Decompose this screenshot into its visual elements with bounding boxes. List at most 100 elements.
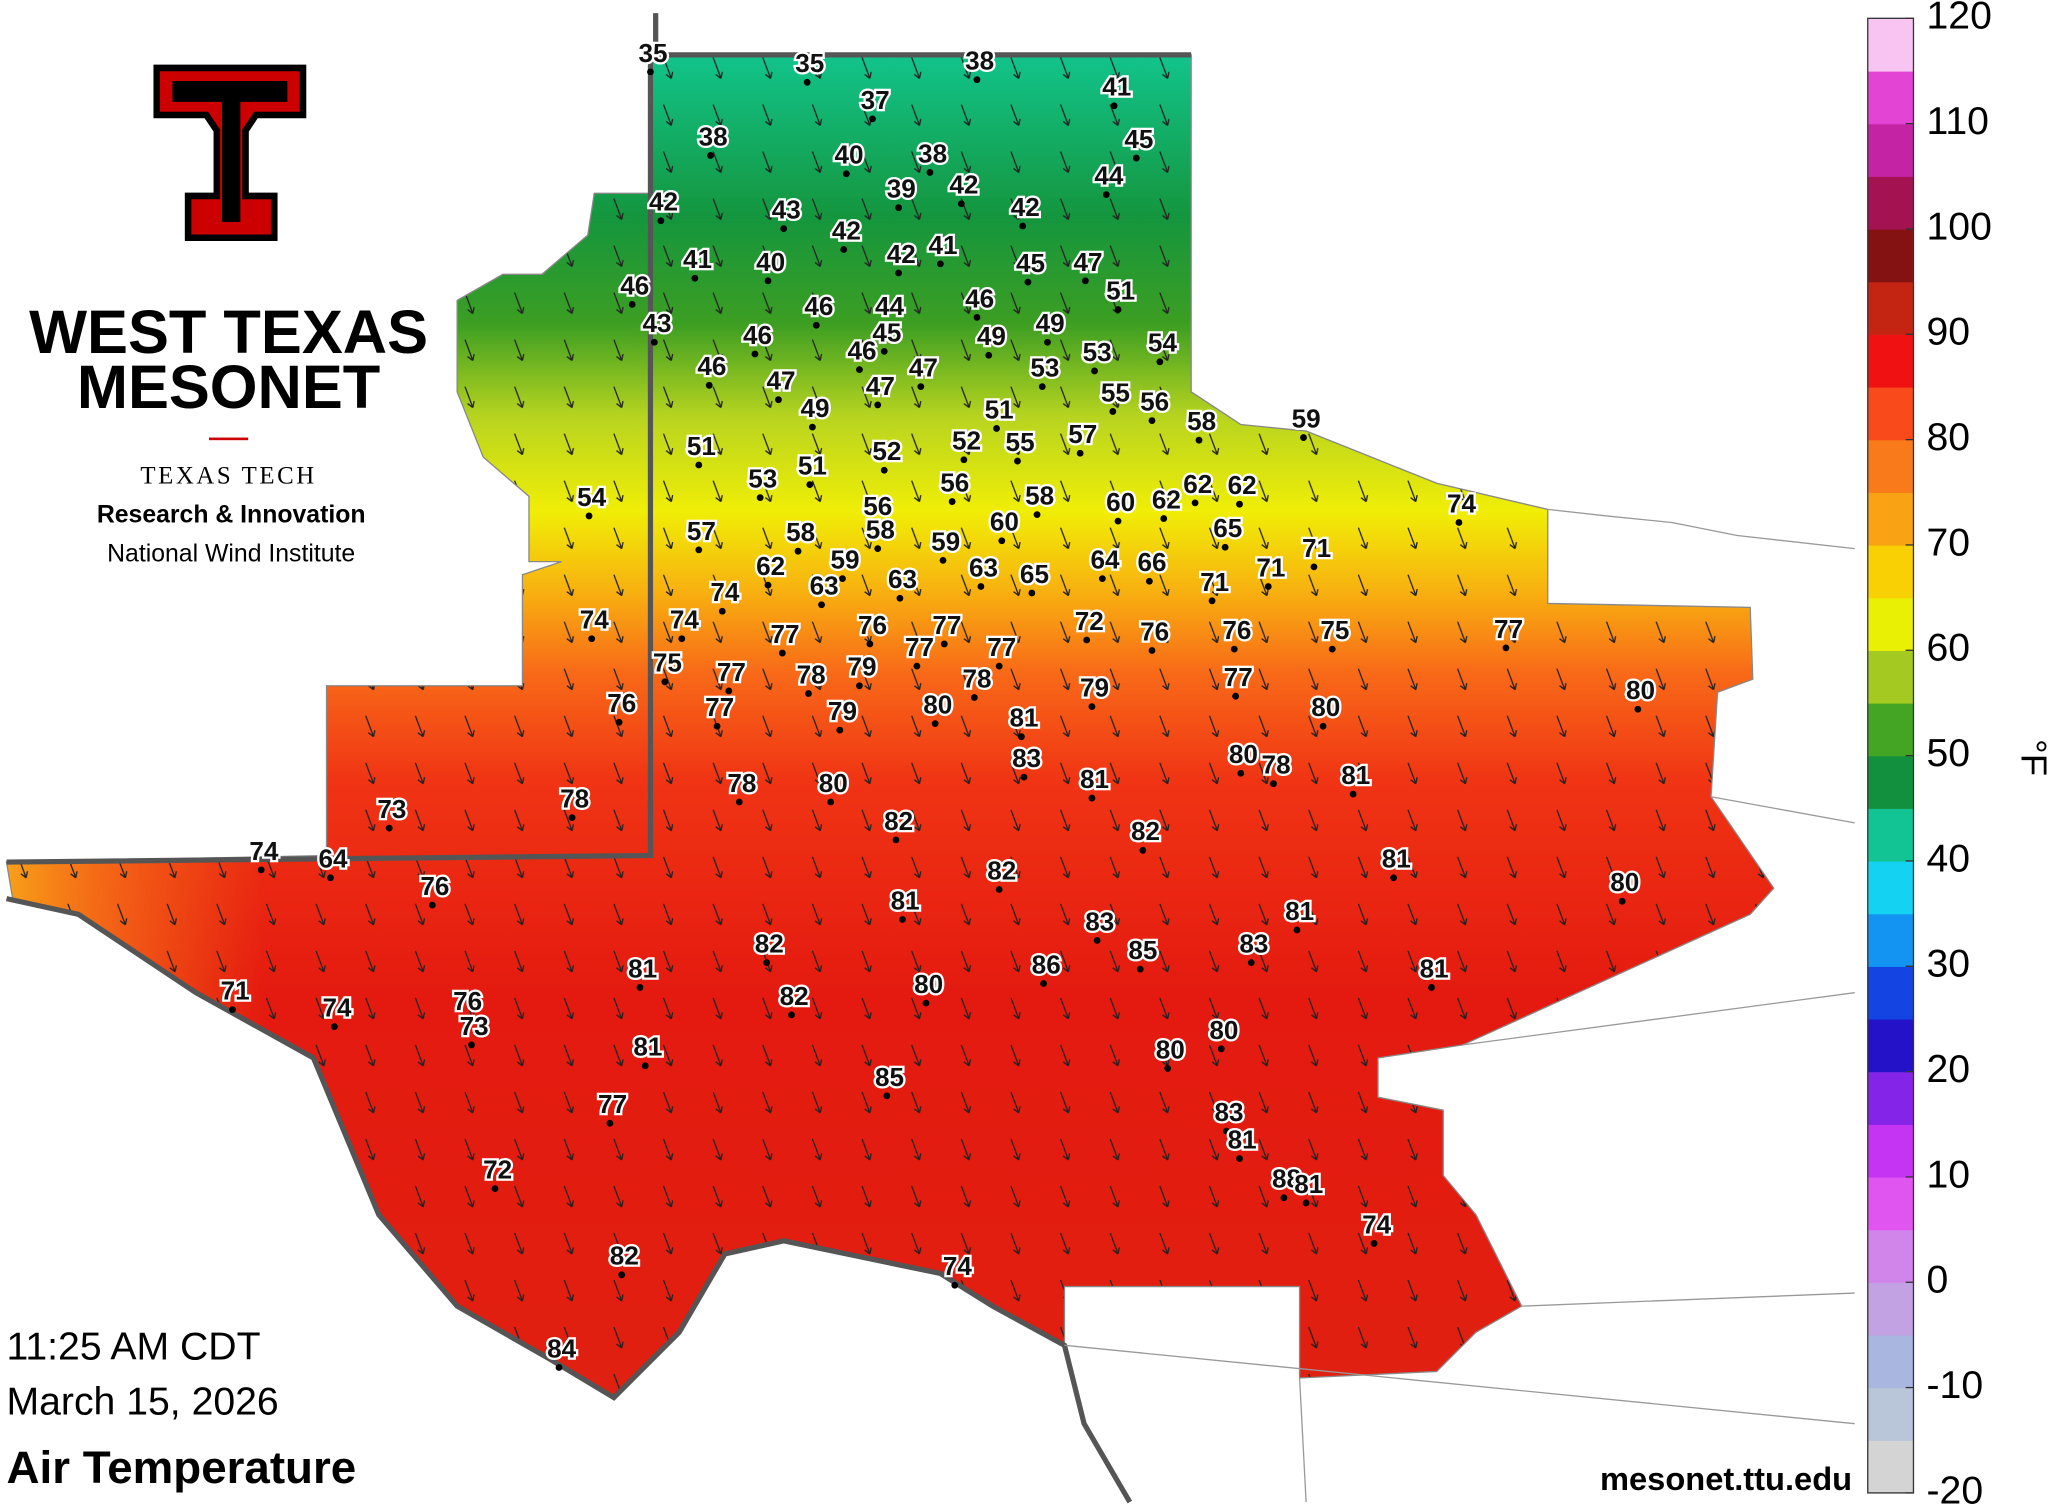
station-dot — [1110, 102, 1118, 110]
station-temperature: 76 — [607, 688, 636, 718]
station-temperature: 66 — [1137, 547, 1166, 577]
station-dot — [756, 494, 764, 502]
station-temperature: 49 — [800, 393, 829, 423]
station-dot — [588, 635, 596, 643]
station-temperature: 52 — [872, 436, 901, 466]
station-temperature: 64 — [1090, 545, 1120, 575]
station-dot — [585, 512, 593, 520]
station-dot — [1223, 1127, 1230, 1135]
station-temperature: 55 — [1006, 427, 1035, 457]
station-dot — [718, 607, 726, 615]
station-dot — [806, 481, 814, 488]
station-dot — [880, 466, 888, 474]
station-dot — [257, 866, 265, 874]
station-temperature: 73 — [377, 794, 406, 824]
colorbar-swatch — [1867, 1018, 1914, 1073]
url: mesonet.ttu.edu — [1600, 1460, 1852, 1497]
station-temperature: 42 — [649, 187, 678, 217]
station-dot — [1310, 563, 1318, 571]
station-dot — [1148, 647, 1156, 654]
colorbar-tick-label: 60 — [1927, 627, 1971, 670]
station-temperature: 59 — [831, 545, 860, 575]
station-dot — [1428, 984, 1435, 991]
station-dot — [973, 314, 981, 321]
station-temperature: 74 — [322, 993, 352, 1023]
station-dot — [913, 662, 921, 670]
station-temperature: 80 — [1209, 1015, 1238, 1045]
station-temperature: 71 — [1302, 533, 1331, 563]
station-temperature: 71 — [1200, 567, 1229, 597]
station-temperature: 83 — [1012, 743, 1041, 773]
station-dot — [1502, 644, 1510, 652]
colorbar-tick-label: 90 — [1927, 311, 1971, 354]
station-temperature: 46 — [697, 351, 726, 381]
station-temperature: 81 — [1341, 760, 1370, 790]
station-temperature: 81 — [1080, 764, 1109, 794]
station-temperature: 37 — [861, 85, 890, 115]
station-temperature: 71 — [221, 976, 250, 1006]
station-temperature: 80 — [1311, 692, 1340, 722]
station-dot — [856, 366, 863, 374]
station-temperature: 82 — [610, 1241, 639, 1271]
station-temperature: 63 — [969, 552, 998, 582]
station-temperature: 57 — [1068, 419, 1097, 449]
station-dot — [764, 277, 772, 285]
station-temperature: 80 — [914, 969, 943, 999]
colorbar-swatch — [1867, 18, 1914, 72]
product-title: Air Temperature — [7, 1442, 357, 1493]
station-dot — [957, 200, 965, 208]
station-temperature: 77 — [705, 692, 734, 722]
station-temperature: 35 — [795, 48, 824, 78]
station-temperature: 85 — [1128, 935, 1157, 965]
station-temperature: 74 — [249, 836, 279, 866]
station-temperature: 46 — [804, 291, 833, 321]
station-dot — [468, 1041, 475, 1049]
colorbar-swatch — [1867, 386, 1914, 441]
station-temperature: 54 — [577, 482, 607, 512]
station-temperature: 42 — [949, 170, 978, 200]
colorbar-swatch — [1867, 439, 1914, 493]
station-dot — [1455, 519, 1463, 526]
station-dot — [839, 575, 846, 583]
station-temperature: 65 — [1020, 559, 1049, 589]
station-temperature: 80 — [1229, 739, 1258, 769]
station-dot — [1634, 705, 1642, 713]
station-dot — [461, 1016, 469, 1024]
station-dot — [818, 601, 825, 609]
station-dot — [917, 383, 925, 391]
station-temperature: 41 — [683, 244, 712, 274]
station-dot — [805, 690, 812, 697]
station-dot — [948, 498, 956, 505]
station-dot — [1264, 583, 1272, 590]
station-dot — [1114, 517, 1122, 525]
station-temperature: 83 — [1215, 1097, 1244, 1127]
station-dot — [1024, 278, 1032, 286]
colorbar-swatch — [1867, 1229, 1914, 1283]
county-lines — [1064, 508, 1855, 1503]
colorbar-swatch — [1867, 281, 1914, 335]
station-dot — [661, 678, 669, 686]
station-dot — [606, 1119, 614, 1127]
station-dot — [788, 1011, 795, 1019]
station-dot — [1028, 589, 1036, 597]
station-dot — [874, 401, 882, 409]
station-dot — [1044, 338, 1051, 346]
station-temperature: 51 — [1106, 275, 1135, 305]
station-temperature: 77 — [598, 1089, 627, 1119]
colorbar-unit: °F — [2013, 739, 2048, 776]
org: TEXAS TECH — [140, 463, 317, 490]
station-dot — [1088, 703, 1096, 711]
station-dot — [1139, 846, 1147, 854]
station-dot — [922, 999, 930, 1007]
station-temperature: 47 — [866, 371, 895, 401]
station-dot — [650, 338, 658, 346]
colorbar-swatch — [1867, 1071, 1914, 1125]
station-dot — [880, 347, 888, 355]
station-dot — [713, 722, 721, 730]
colorbar-tick-label: 70 — [1927, 521, 1971, 564]
station-dot — [827, 798, 835, 806]
station-temperature: 76 — [453, 986, 482, 1016]
station-dot — [869, 115, 876, 123]
colorbar-swatch — [1867, 228, 1914, 283]
